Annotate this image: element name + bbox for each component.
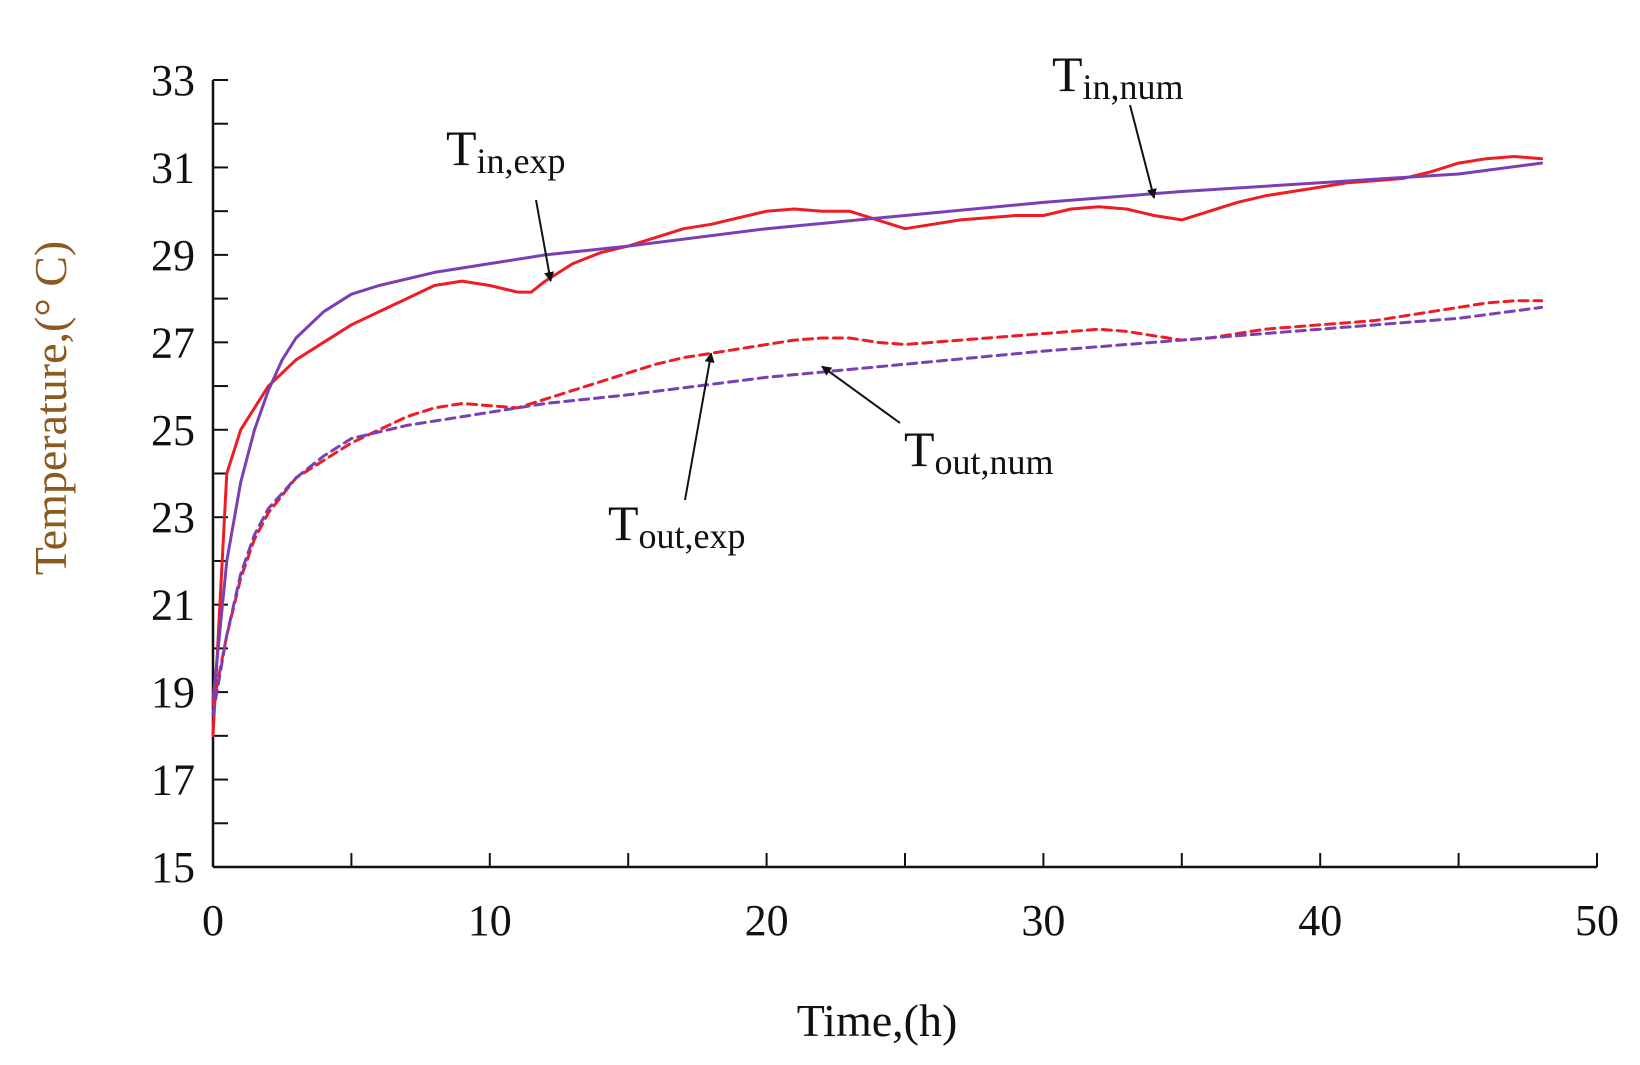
annotation-in-num-main: T xyxy=(1052,46,1083,102)
svg-text:Tout,num: Tout,num xyxy=(904,421,1054,482)
svg-text:Tin,num: Tin,num xyxy=(1052,46,1184,107)
x-tick-label: 0 xyxy=(202,896,224,945)
svg-text:Tout,exp: Tout,exp xyxy=(608,495,746,556)
arrow-out-num xyxy=(821,365,901,424)
annotation-out-num-main: T xyxy=(904,421,935,477)
y-tick-label: 27 xyxy=(151,318,195,367)
annotation-in-exp-main: T xyxy=(446,120,477,176)
series-line-t-in-num xyxy=(211,161,1544,703)
x-tick-label: 50 xyxy=(1575,896,1619,945)
y-tick-label: 17 xyxy=(151,756,195,805)
arrow-in-num xyxy=(1129,104,1157,199)
x-tick-label: 30 xyxy=(1021,896,1065,945)
x-tick-label: 40 xyxy=(1298,896,1342,945)
y-tick-label: 33 xyxy=(151,56,195,105)
plot-lines xyxy=(211,155,1544,738)
annotation-in-num-sub: in,num xyxy=(1083,67,1184,107)
annotation-out-exp: Tout,exp xyxy=(608,352,746,556)
y-tick-label: 31 xyxy=(151,143,195,192)
x-axis-label: Time,(h) xyxy=(797,995,958,1046)
annotation-out-num: Tout,num xyxy=(821,365,1054,482)
y-tick-label: 25 xyxy=(151,406,195,455)
y-tick-label: 29 xyxy=(151,231,195,280)
annotation-in-exp-sub: in,exp xyxy=(477,141,566,181)
y-tick-label: 15 xyxy=(151,843,195,892)
series-line-t-in-exp xyxy=(211,155,1544,738)
y-tick-label: 23 xyxy=(151,493,195,542)
y-axis-label: Temperature,(° C) xyxy=(25,241,76,575)
annotation-out-exp-main: T xyxy=(608,495,639,551)
annotation-in-exp: Tin,exp xyxy=(446,120,566,283)
annotation-in-num: Tin,num xyxy=(1052,46,1184,199)
svg-text:Tin,exp: Tin,exp xyxy=(446,120,566,181)
y-tick-label: 19 xyxy=(151,668,195,717)
series-line-t-out-num xyxy=(211,305,1544,716)
annotations: Tin,exp Tin,num Tout,exp Tout,num xyxy=(446,46,1184,556)
y-tick-label: 21 xyxy=(151,581,195,630)
arrow-in-exp xyxy=(535,199,555,283)
series-line-t-out-exp xyxy=(211,299,1544,707)
axes: 15 17 19 21 23 25 27 29 31 33 0 10 20 30 40 50 xyxy=(151,56,1619,945)
x-tick-label: 10 xyxy=(468,896,512,945)
annotation-out-num-sub: out,num xyxy=(935,442,1054,482)
arrow-out-exp xyxy=(684,352,715,501)
annotation-out-exp-sub: out,exp xyxy=(639,516,746,556)
x-tick-label: 20 xyxy=(745,896,789,945)
